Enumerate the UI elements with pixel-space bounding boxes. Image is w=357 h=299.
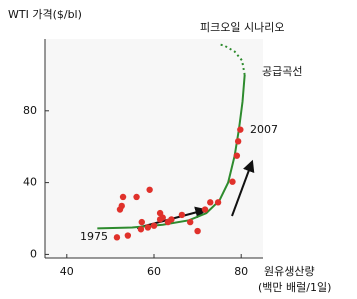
data-point bbox=[186, 218, 194, 226]
data-point bbox=[144, 224, 152, 231]
data-point bbox=[113, 234, 121, 241]
data-point bbox=[124, 232, 132, 239]
data-point bbox=[214, 199, 222, 206]
peak-oil-curve bbox=[217, 43, 246, 76]
data-point bbox=[150, 222, 158, 229]
y-tick-label: 0 bbox=[30, 247, 37, 260]
data-point bbox=[137, 226, 145, 233]
data-point bbox=[194, 227, 201, 235]
year-label: 2007 bbox=[250, 123, 278, 136]
plot-area bbox=[45, 39, 263, 258]
data-point bbox=[234, 138, 242, 145]
data-point bbox=[237, 126, 244, 133]
peak-oil-label: 피크오일 시나리오 bbox=[200, 20, 284, 34]
x-tick-label: 80 bbox=[234, 265, 248, 278]
data-point bbox=[133, 193, 140, 201]
y-tick-label: 80 bbox=[23, 104, 37, 117]
data-point bbox=[229, 178, 236, 185]
x-axis-unit: (백만 배럴/1일) bbox=[258, 280, 331, 294]
supply-curve-label: 공급곡선 bbox=[262, 65, 302, 78]
x-axis-title: 원유생산량 bbox=[264, 265, 315, 278]
y-tick-label: 40 bbox=[23, 176, 37, 189]
y-axis-title: WTI 가격($/bl) bbox=[8, 8, 82, 21]
trend-arrow bbox=[231, 159, 255, 217]
data-point bbox=[178, 211, 186, 219]
data-point bbox=[233, 152, 241, 159]
year-label: 1975 bbox=[80, 230, 108, 243]
data-point bbox=[146, 186, 153, 193]
data-point bbox=[118, 202, 125, 210]
data-point bbox=[201, 206, 209, 213]
data-point bbox=[156, 216, 164, 223]
data-point bbox=[207, 199, 214, 206]
data-point bbox=[138, 218, 145, 226]
x-tick-label: 60 bbox=[147, 265, 161, 278]
x-tick-label: 40 bbox=[60, 265, 74, 278]
data-point bbox=[119, 193, 127, 201]
data-point bbox=[168, 216, 175, 223]
